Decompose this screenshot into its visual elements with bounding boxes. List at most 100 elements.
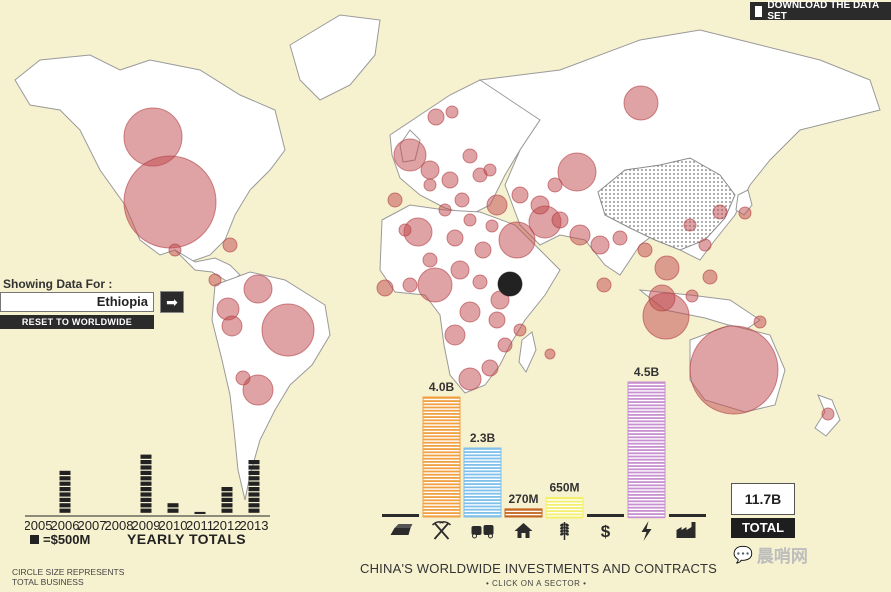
sector-bar-stripe [628,506,665,509]
country-bubble[interactable] [420,160,440,180]
country-bubble[interactable] [698,238,712,252]
sector-bar-stripe [423,509,460,511]
country-bubble[interactable] [683,218,697,232]
download-data-button[interactable]: DOWNLOAD THE DATA SET [750,0,891,22]
sector-bar-stripe [464,480,501,482]
country-bubble[interactable] [423,178,437,192]
country-bubble[interactable] [497,337,513,353]
country-bubble[interactable] [654,255,680,281]
country-bubble[interactable] [488,311,506,329]
country-bubble[interactable] [459,301,481,323]
country-bubble[interactable] [450,260,470,280]
sector-bar[interactable] [504,508,543,518]
country-bubble[interactable] [123,155,217,249]
sector-bar[interactable] [669,514,706,517]
country-bubble[interactable] [463,213,477,227]
country-bubble[interactable] [387,192,403,208]
country-bubble[interactable] [689,325,779,415]
country-bubble[interactable] [486,194,508,216]
country-bubble[interactable] [821,407,835,421]
sector-bar-stripe [423,467,460,470]
country-bubble[interactable] [222,237,238,253]
country-bubble[interactable] [445,105,459,119]
sector-bar-stripe [423,502,460,505]
sector-bar-stripe [505,515,542,518]
country-bubble[interactable] [417,267,453,303]
country-bubble[interactable] [481,359,499,377]
country-bubble[interactable] [712,204,728,220]
country-bubble[interactable] [446,229,464,247]
country-bubble[interactable] [393,138,427,172]
country-bubble[interactable] [441,171,459,189]
country-bubble[interactable] [427,108,445,126]
country-bubble[interactable] [753,315,767,329]
sector-bar-stripe [464,451,501,453]
country-bubble[interactable] [513,323,527,337]
country-bubble[interactable] [454,192,470,208]
country-bubble[interactable] [398,223,412,237]
country-bubble[interactable] [376,279,394,297]
sector-bar-stripe [423,480,460,482]
country-bubble[interactable] [551,211,569,229]
sector-transport[interactable]: 2.3B [463,431,502,539]
total-button[interactable]: TOTAL [731,518,795,538]
country-bubble[interactable] [221,315,243,337]
country-bubble[interactable] [702,269,718,285]
country-bubble[interactable] [168,243,182,257]
sector-bar-stripe [423,477,460,479]
sector-bar[interactable] [627,381,666,518]
country-bubble[interactable] [544,348,556,360]
sector-bar[interactable] [382,514,419,517]
country-bubble[interactable] [261,303,315,357]
country-bubble[interactable] [483,163,497,177]
sector-bar-stripe [628,401,665,403]
sector-bar[interactable] [545,497,584,518]
country-bubble[interactable] [648,284,676,312]
sector-industry[interactable] [669,514,706,538]
country-bubble[interactable] [208,273,222,287]
country-bubble[interactable] [444,324,466,346]
sector-agriculture[interactable]: 650M [545,481,584,541]
country-bubble[interactable] [637,242,653,258]
country-bubble[interactable] [472,274,488,290]
sector-finance[interactable]: $ [587,514,624,541]
country-bubble[interactable] [623,85,659,121]
reset-worldwide-button[interactable]: RESET TO WORLDWIDE [0,315,154,329]
sector-bar[interactable] [587,514,624,517]
country-bubble[interactable] [569,224,591,246]
country-field[interactable]: Ethiopia [0,292,154,312]
country-bubble[interactable] [738,206,752,220]
go-button[interactable]: ➡ [160,291,184,313]
country-bubble[interactable] [422,252,438,268]
house-icon [514,523,533,538]
country-bubble[interactable] [547,177,563,193]
sector-bar-stripe [546,510,583,513]
country-bubble[interactable] [557,152,597,192]
country-bubble[interactable] [530,195,550,215]
selected-country-bubble[interactable] [497,271,523,297]
country-bubble[interactable] [458,367,482,391]
country-bubble[interactable] [511,186,529,204]
country-bubble[interactable] [243,274,273,304]
sector-metals[interactable] [382,514,419,535]
sector-bar-stripe [423,457,460,460]
country-bubble[interactable] [590,235,610,255]
country-bubble[interactable] [235,370,251,386]
country-bubble[interactable] [596,277,612,293]
country-bubble[interactable] [612,230,628,246]
sector-energy[interactable]: 4.5B [627,365,666,541]
sector-bar-stripe [423,416,460,418]
sector-mining[interactable]: 4.0B [422,380,461,540]
sector-bar[interactable] [463,447,502,518]
sector-real-estate[interactable]: 270M [504,492,543,538]
sector-bar-stripe [423,413,460,415]
country-bubble[interactable] [438,203,452,217]
country-bubble[interactable] [685,289,699,303]
country-bubble[interactable] [242,374,274,406]
country-bubble[interactable] [402,277,418,293]
country-bubble[interactable] [485,219,499,233]
country-bubble[interactable] [462,148,478,164]
sector-bar[interactable] [422,396,461,518]
country-bubble[interactable] [474,241,492,259]
country-bubble[interactable] [498,221,536,259]
